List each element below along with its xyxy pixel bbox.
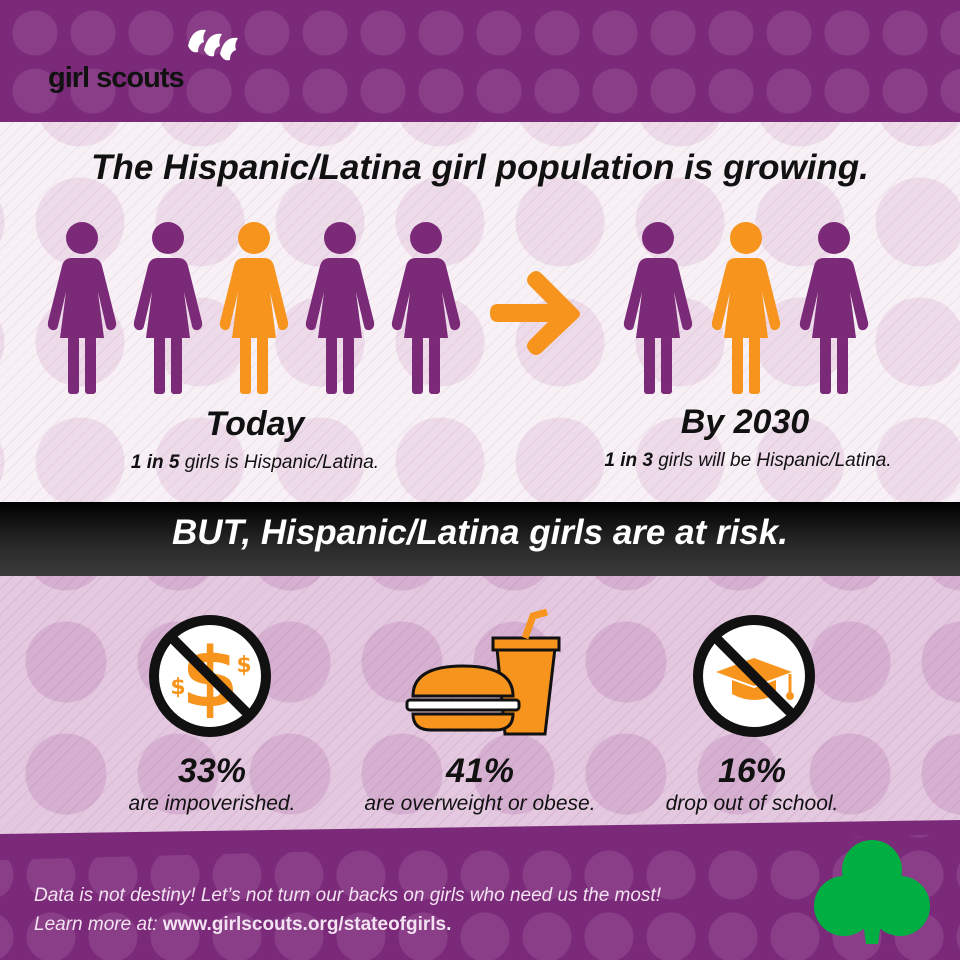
no-money-icon: $ $ $ xyxy=(149,615,271,737)
girl-figure xyxy=(300,222,380,394)
page-headline: The Hispanic/Latina girl population is g… xyxy=(91,148,869,187)
risk-banner xyxy=(0,502,960,576)
risk-headline: BUT, Hispanic/Latina girls are at risk. xyxy=(172,513,788,552)
stat-description: are impoverished. xyxy=(128,792,296,815)
today-stat: 1 in 5 girls is Hispanic/Latina. xyxy=(130,452,380,473)
footer-learn-more: Learn more at: www.girlscouts.org/stateo… xyxy=(34,914,452,935)
top-banner xyxy=(0,0,960,122)
girl-figure xyxy=(618,222,698,394)
girl-figure-highlighted xyxy=(214,222,294,394)
stat-value: 33% xyxy=(177,752,247,790)
footer-url-link[interactable]: www.girlscouts.org/stateofgirls. xyxy=(162,914,452,935)
stat-description: are overweight or obese. xyxy=(364,792,596,815)
fast-food-icon xyxy=(405,608,561,736)
trefoil-logo-icon xyxy=(814,840,930,944)
future-stat: 1 in 3 girls will be Hispanic/Latina. xyxy=(604,450,892,471)
girl-figure xyxy=(386,222,466,394)
no-graduation-icon xyxy=(693,615,815,737)
girl-figure-highlighted xyxy=(706,222,786,394)
arrow-right-icon xyxy=(490,271,580,355)
diagonal-divider xyxy=(0,820,960,860)
girl-figure xyxy=(794,222,874,394)
stat-description: drop out of school. xyxy=(665,792,839,815)
growth-section xyxy=(0,122,960,502)
girl-figure xyxy=(42,222,122,394)
today-label: Today xyxy=(205,405,305,443)
svg-text:$: $ xyxy=(170,675,185,700)
trefoil-profiles-icon xyxy=(188,29,238,61)
stat-value: 41% xyxy=(445,752,515,790)
girl-figure xyxy=(128,222,208,394)
footer-message: Data is not destiny! Let’s not turn our … xyxy=(34,885,661,906)
brand-logo-text: girl scouts xyxy=(48,62,185,94)
future-label: By 2030 xyxy=(680,403,810,441)
stat-value: 16% xyxy=(717,752,787,790)
svg-text:$: $ xyxy=(236,653,251,678)
